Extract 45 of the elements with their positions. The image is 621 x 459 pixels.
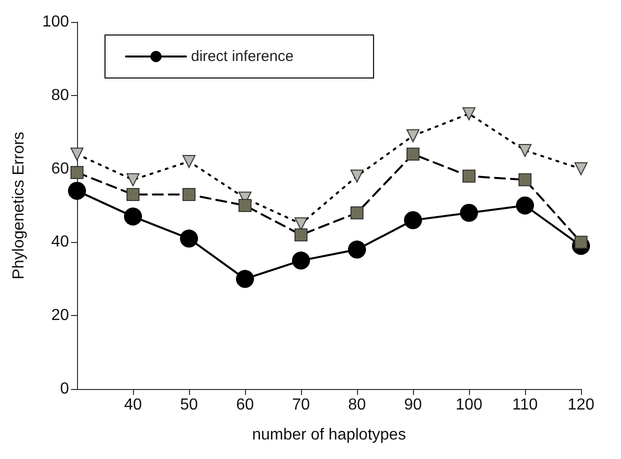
point	[70, 148, 84, 161]
y-tick-label: 100	[42, 14, 70, 30]
x-tick-label: 90	[404, 396, 422, 414]
point	[124, 208, 142, 226]
x-axis-title: number of haplotypes	[252, 426, 406, 444]
point	[182, 154, 196, 168]
point	[574, 162, 588, 176]
point	[70, 166, 84, 179]
y-tick-label: 80	[51, 86, 70, 104]
y-tick-label: 20	[51, 307, 70, 324]
point	[350, 170, 364, 183]
point	[518, 144, 532, 157]
x-tick-label: 100	[456, 396, 482, 414]
point	[292, 252, 310, 270]
point	[516, 196, 534, 214]
x-tick-label: 60	[236, 396, 254, 414]
point	[126, 188, 140, 201]
point	[68, 182, 86, 200]
point	[180, 230, 198, 248]
point	[406, 129, 420, 142]
x-tick-label: 120	[568, 396, 594, 414]
point	[238, 199, 252, 212]
x-tick-label: 40	[124, 396, 142, 414]
point	[462, 170, 476, 183]
y-tick-label: 40	[51, 234, 70, 251]
x-tick-label: 50	[180, 396, 198, 414]
y-tick-label: 0	[60, 380, 70, 398]
point	[294, 217, 308, 230]
point	[350, 206, 364, 220]
point	[236, 270, 254, 288]
x-tick-label: 70	[292, 396, 310, 414]
point	[462, 107, 476, 120]
point	[460, 204, 478, 222]
point	[294, 228, 308, 242]
point	[348, 240, 366, 259]
point	[406, 148, 420, 161]
point	[518, 173, 532, 186]
legend-label: direct inference	[191, 48, 294, 65]
point	[404, 211, 422, 230]
point	[182, 188, 196, 201]
x-tick-label: 80	[348, 396, 366, 414]
y-tick-label: 60	[51, 160, 70, 178]
x-tick-label: 110	[512, 396, 538, 414]
y-axis-title: Phylogenetics Errors	[10, 132, 28, 280]
point	[126, 173, 140, 186]
